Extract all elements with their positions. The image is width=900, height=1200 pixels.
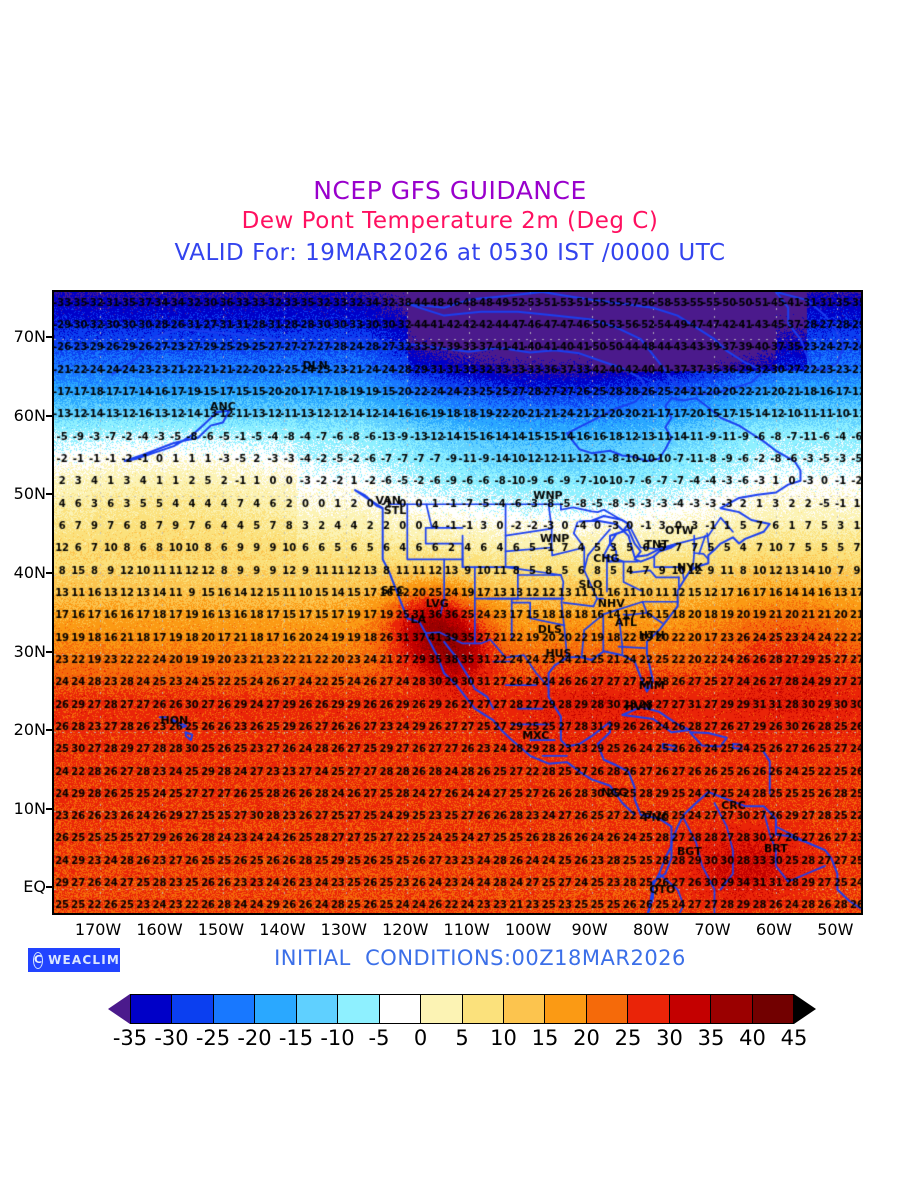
y-axis-tick (46, 493, 53, 496)
y-axis-tick (46, 650, 53, 653)
valid-time-title: VALID For: 19MAR2026 at 0530 IST /0000 U… (174, 240, 726, 266)
x-axis-label-120w: 120W (382, 920, 429, 939)
y-axis-label-60n: 60N (13, 405, 46, 425)
colorbar-tick-35: 35 (697, 1026, 725, 1050)
colorbar-tick-20: 20 (573, 1026, 600, 1050)
colorbar (108, 994, 816, 1024)
x-axis-label-80w: 80W (632, 920, 670, 939)
y-axis-label-70n: 70N (13, 327, 46, 347)
colorbar-band-9 (503, 995, 546, 1023)
coastline-and-values-layer (54, 292, 861, 913)
x-axis-label-170w: 170W (74, 920, 122, 939)
colorbar-band-12 (628, 995, 670, 1023)
colorbar-band-4 (296, 995, 339, 1023)
logo-label: WEACLIM (48, 953, 121, 967)
y-axis-label-10n: 10N (13, 798, 46, 818)
map-plot-area[interactable] (52, 290, 863, 915)
colorbar-tick--20: -20 (237, 1026, 272, 1050)
y-axis-tick (46, 336, 53, 339)
weaclim-logo[interactable]: C WEACLIM (28, 948, 120, 972)
colorbar-tick-5: 5 (455, 1026, 469, 1050)
colorbar-tick--25: -25 (195, 1026, 231, 1050)
x-axis-label-60w: 60W (755, 920, 792, 939)
y-axis-tick (46, 572, 53, 575)
title-block: NCEP GFS GUIDANCE Dew Pont Temperature 2… (0, 176, 900, 269)
colorbar-bands (130, 994, 794, 1024)
x-axis-label-160w: 160W (136, 920, 183, 939)
colorbar-tick-45: 45 (780, 1026, 808, 1050)
colorbar-tick--30: -30 (154, 1026, 189, 1050)
colorbar-band-7 (421, 995, 463, 1023)
y-axis-tick (46, 729, 53, 732)
initial-conditions-label: INITIAL CONDITIONS:00Z18MAR2026 (274, 946, 686, 970)
y-axis-label-30n: 30N (13, 641, 46, 661)
page-title: NCEP GFS GUIDANCE (313, 176, 587, 205)
colorbar-tick-30: 30 (656, 1026, 683, 1050)
x-axis-label-140w: 140W (259, 920, 306, 939)
x-axis-label-90w: 90W (571, 920, 608, 939)
y-axis-tick (46, 886, 53, 889)
colorbar-band-10 (545, 995, 587, 1023)
colorbar-band-3 (255, 995, 297, 1023)
x-axis-label-130w: 130W (320, 920, 367, 939)
colorbar-tick-40: 40 (739, 1026, 766, 1050)
colorbar-tick-15: 15 (531, 1026, 559, 1050)
variable-title: Dew Pont Temperature 2m (Deg C) (241, 208, 659, 234)
colorbar-band-15 (752, 995, 793, 1023)
copyright-circle-icon: C (33, 951, 44, 969)
colorbar-band-1 (172, 995, 214, 1023)
x-axis-label-70w: 70W (694, 920, 731, 939)
colorbar-band-2 (213, 995, 256, 1023)
colorbar-band-0 (131, 995, 173, 1023)
y-axis-tick (46, 807, 53, 810)
y-axis-label-20n: 20N (13, 720, 46, 740)
colorbar-band-8 (462, 995, 504, 1023)
y-axis-tick (46, 414, 53, 417)
x-axis-label-150w: 150W (197, 920, 245, 939)
y-axis-label-50n: 50N (13, 484, 46, 504)
colorbar-tick--10: -10 (320, 1026, 355, 1050)
colorbar-tick--15: -15 (278, 1026, 314, 1050)
colorbar-tick-labels: -35 -30 -25 -20 -15 -10 -5 0 5 10 15 20 25 30 35 40 45 (108, 1026, 816, 1052)
x-axis-label-100w: 100W (504, 920, 552, 939)
y-axis-label-40n: 40N (13, 563, 46, 583)
colorbar-band-13 (669, 995, 712, 1023)
colorbar-over-arrow (794, 994, 816, 1024)
colorbar-tick-0: 0 (413, 1026, 428, 1050)
x-axis-label-50w: 50W (817, 920, 854, 939)
colorbar-tick-25: 25 (614, 1026, 642, 1050)
colorbar-band-14 (711, 995, 753, 1023)
colorbar-tick--35: -35 (112, 1026, 148, 1050)
colorbar-under-arrow (108, 994, 130, 1024)
colorbar-tick--5: -5 (368, 1026, 390, 1050)
y-axis-label-eq: EQ (23, 877, 46, 897)
x-axis-label-110w: 110W (443, 920, 490, 939)
colorbar-tick-10: 10 (490, 1026, 517, 1050)
colorbar-band-11 (586, 995, 629, 1023)
colorbar-band-6 (379, 995, 422, 1023)
colorbar-band-5 (338, 995, 380, 1023)
